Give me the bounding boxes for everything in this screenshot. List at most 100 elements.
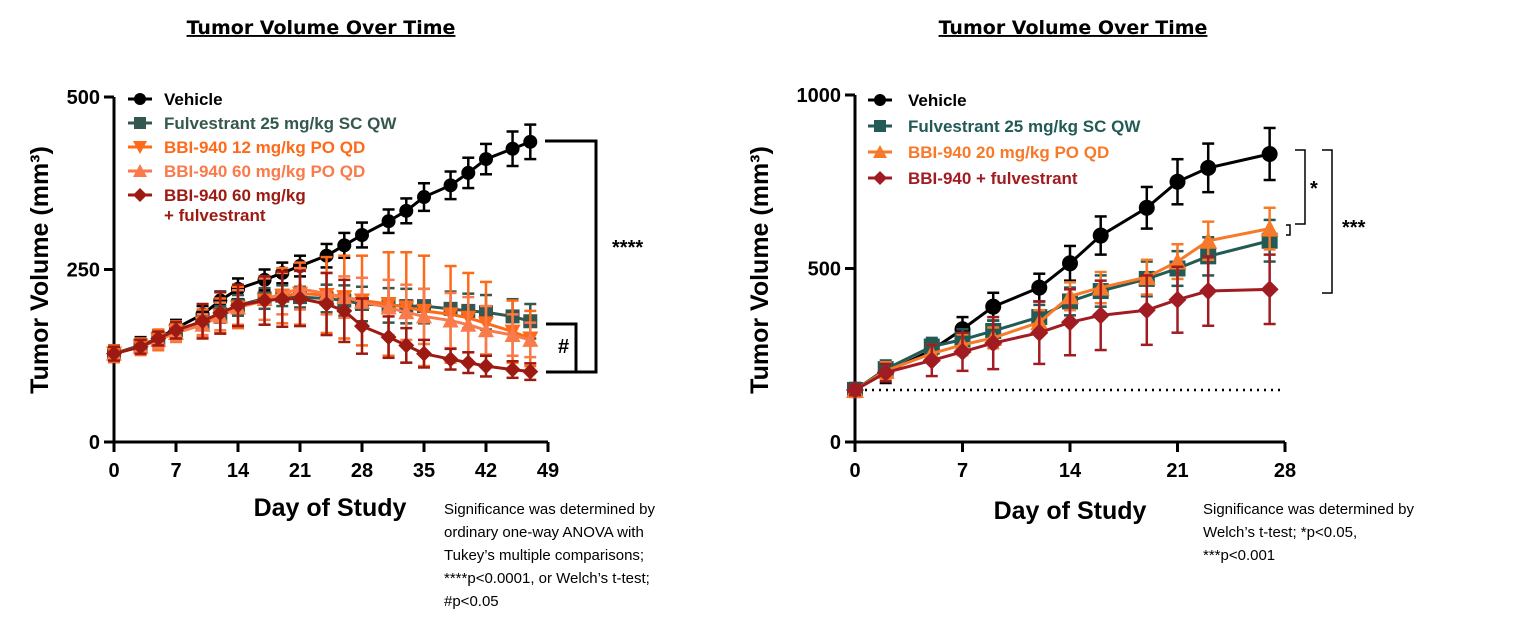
legend-label: Fulvestrant 25 mg/kg SC QW [164,114,397,133]
data-point [337,238,352,253]
data-point [1169,173,1186,190]
chart-left: Tumor Volume Over Time Tumor Volume (mm³… [26,17,643,522]
legend-label: BBI-940 60 mg/kg [164,186,306,205]
legend-label: + fulvestrant [164,206,266,225]
y-tick-label: 1000 [797,85,842,107]
significance-bracket [546,322,578,374]
data-point [1260,219,1279,237]
data-point [1168,252,1187,270]
data-point [256,292,273,309]
data-point [1261,145,1278,162]
data-point [354,318,370,335]
data-point [416,345,432,362]
x-tick-label: 28 [1274,460,1296,482]
data-point [479,152,493,167]
data-point [133,141,147,154]
data-point [230,297,246,314]
x-tick-label: 28 [351,460,373,482]
data-point [212,304,229,321]
x-tick-label: 42 [475,460,497,482]
data-point [417,190,431,205]
data-point [150,330,167,347]
data-point [985,298,1002,315]
significance-label: # [558,336,569,358]
data-point [133,188,147,202]
data-point [1137,301,1156,320]
data-point [478,358,494,375]
data-point [442,312,459,328]
significance-note-left: Significance was determined by ordinary … [444,501,655,610]
data-point [1199,231,1218,249]
data-point [1260,280,1279,299]
legend-item: BBI-940 + fulvestrant [868,169,1078,188]
significance-bracket [545,139,598,374]
legend-label: Vehicle [164,90,223,109]
data-point [134,93,146,105]
legend-item: Vehicle [128,90,223,109]
data-point [132,338,149,355]
data-point [846,380,864,399]
data-point [318,296,335,312]
y-tick-label: 500 [67,87,100,109]
legend-label: BBI-940 + fulvestrant [908,169,1078,188]
series [106,269,539,382]
chart-title: Tumor Volume Over Time [939,17,1208,39]
y-tick-label: 0 [830,432,841,454]
x-axis-label: Day of Study [254,494,407,522]
data-point [1062,255,1078,272]
x-tick-label: 21 [289,460,311,482]
data-point [292,290,308,307]
data-point [416,308,432,324]
legend-label: BBI-940 12 mg/kg PO QD [164,138,365,157]
x-axis-label: Day of Study [994,497,1147,525]
data-point [504,361,521,378]
data-point [461,165,476,180]
chart-title: Tumor Volume Over Time [187,17,456,39]
data-point [1200,159,1217,176]
data-point [398,337,415,354]
data-point [1138,199,1155,216]
x-tick-label: 14 [227,460,250,482]
y-axis-label: Tumor Volume (mm³) [26,146,54,394]
y-tick-label: 250 [67,260,100,282]
data-point [1030,323,1049,342]
data-point [399,203,414,218]
data-point [443,178,458,193]
significance-label: **** [612,237,643,259]
data-point [523,134,538,149]
legend-item: BBI-940 12 mg/kg PO QD [128,138,365,157]
data-point [134,117,146,129]
significance-label: *** [1342,217,1366,239]
data-point [984,334,1003,353]
data-point [873,145,887,158]
data-point [106,345,122,362]
legend-item: BBI-940 60 mg/kg PO QD [128,162,365,181]
data-point [398,304,415,320]
legend-item: BBI-940 60 mg/kg+ fulvestrant [128,186,306,225]
data-point [1061,313,1079,332]
data-point [336,302,353,319]
legend-label: BBI-940 20 mg/kg PO QD [908,143,1109,162]
data-point [1092,227,1109,244]
data-point [874,120,886,132]
data-point [442,351,459,368]
series [846,253,1279,399]
legend-label: BBI-940 60 mg/kg PO QD [164,162,365,181]
chart-right: Tumor Volume Over Time Tumor Volume (mm³… [746,17,1366,525]
data-point [922,351,941,370]
data-point [504,327,521,343]
x-tick-label: 7 [170,460,181,482]
legend-item: Fulvestrant 25 mg/kg SC QW [128,114,397,133]
x-tick-label: 35 [413,460,435,482]
legend-item: Fulvestrant 25 mg/kg SC QW [868,117,1141,136]
y-axis-label: Tumor Volume (mm³) [746,146,774,394]
x-tick-label: 14 [1059,460,1082,482]
significance-note-right: Significance was determined by Welch’s t… [1203,501,1414,564]
legend-label: Vehicle [908,91,967,110]
data-point [1168,290,1187,309]
data-point [194,313,211,330]
significance-bracket [1286,224,1291,236]
data-point [274,291,291,308]
x-tick-label: 49 [537,460,559,482]
